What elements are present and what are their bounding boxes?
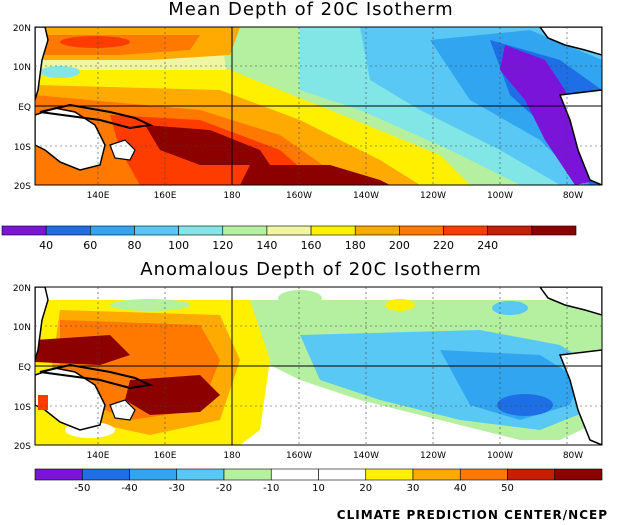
colorbar-label: 60	[83, 239, 97, 252]
lat-label: 10S	[14, 403, 31, 413]
colorbar-swatch	[81, 468, 130, 481]
colorbar-label: 200	[389, 239, 410, 252]
lat-label: 10N	[13, 323, 31, 333]
colorbar-swatch	[34, 468, 83, 481]
lon-label: 100W	[487, 451, 513, 461]
lon-label: 160E	[154, 451, 177, 461]
lon-label: 100W	[487, 191, 513, 201]
colorbar-label: 50	[501, 483, 514, 494]
lon-label: 140E	[87, 191, 110, 201]
lon-label: 80W	[563, 451, 583, 461]
colorbar-swatch	[318, 468, 367, 481]
colorbar-swatch	[365, 468, 414, 481]
colorbar-label: -30	[169, 483, 185, 494]
mean-colorbar	[1, 225, 577, 236]
mean-map-frame	[34, 26, 603, 186]
colorbar-swatch	[354, 225, 400, 236]
colorbar-label: 20	[359, 483, 372, 494]
colorbar-swatch	[554, 468, 603, 481]
colorbar-label: 240	[477, 239, 498, 252]
anomaly-colorbar	[34, 468, 603, 481]
colorbar-swatch	[134, 225, 179, 236]
colorbar-swatch	[176, 468, 225, 481]
lon-label: 80W	[563, 191, 583, 201]
colorbar-swatch	[222, 225, 268, 236]
colorbar-label: 40	[39, 239, 53, 252]
lat-label: 20S	[14, 442, 31, 452]
lon-label: 180	[223, 451, 240, 461]
lon-label: 160W	[286, 451, 312, 461]
anomaly-lat-labels: 20N 10N EQ 10S 20S	[13, 284, 31, 452]
lat-label: EQ	[18, 103, 31, 113]
colorbar-label: 220	[433, 239, 454, 252]
anomaly-map-frame	[34, 286, 603, 446]
colorbar-label: 100	[168, 239, 189, 252]
lon-label: 140W	[353, 191, 379, 201]
colorbar-swatch	[266, 225, 312, 236]
lon-label: 160W	[286, 191, 312, 201]
colorbar-swatch	[310, 225, 356, 236]
colorbar-label: -40	[121, 483, 137, 494]
colorbar-swatch	[412, 468, 461, 481]
lon-label: 180	[223, 191, 240, 201]
colorbar-label: -20	[216, 483, 232, 494]
colorbar-swatch	[1, 225, 47, 236]
colorbar-swatch	[459, 468, 508, 481]
anomaly-colorbar-labels: -50 -40 -30 -20 -10 10 20 30 40 50	[74, 483, 514, 494]
panel-title-anomaly: Anomalous Depth of 20C Isotherm	[140, 259, 482, 280]
lat-label: EQ	[18, 363, 31, 373]
footer-credit: CLIMATE PREDICTION CENTER/NCEP	[336, 508, 608, 522]
lat-label: 20S	[14, 182, 31, 192]
lat-label: 20N	[13, 284, 31, 294]
lon-label: 120W	[420, 191, 446, 201]
colorbar-label: -50	[74, 483, 90, 494]
colorbar-swatch	[270, 468, 319, 481]
colorbar-label: 30	[407, 483, 420, 494]
lon-label: 120W	[420, 451, 446, 461]
colorbar-swatch	[129, 468, 178, 481]
colorbar-label: 140	[256, 239, 277, 252]
lon-label: 140W	[353, 451, 379, 461]
colorbar-swatch	[507, 468, 556, 481]
anomaly-lon-labels: 140E 160E 180 160W 140W 120W 100W 80W	[87, 451, 584, 461]
colorbar-label: 10	[312, 483, 325, 494]
mean-lon-labels: 140E 160E 180 160W 140W 120W 100W 80W	[87, 191, 584, 201]
colorbar-label: 160	[301, 239, 322, 252]
lat-label: 10S	[14, 143, 31, 153]
colorbar-swatch	[223, 468, 272, 481]
lon-label: 160E	[154, 191, 177, 201]
colorbar-swatch	[443, 225, 488, 236]
colorbar-swatch	[399, 225, 444, 236]
colorbar-swatch	[90, 225, 135, 236]
colorbar-label: 180	[345, 239, 366, 252]
colorbar-swatch	[45, 225, 91, 236]
mean-depth-map	[35, 27, 602, 185]
mean-lat-labels: 20N 10N EQ 10S 20S	[13, 24, 31, 192]
colorbar-swatch	[531, 225, 577, 236]
mean-colorbar-labels: 40 60 80 100 120 140 160 180 200 220 240	[39, 239, 498, 252]
lon-label: 140E	[87, 451, 110, 461]
colorbar-label: 120	[212, 239, 233, 252]
colorbar-swatch	[178, 225, 224, 236]
panel-title-mean: Mean Depth of 20C Isotherm	[168, 0, 454, 20]
colorbar-swatch	[487, 225, 533, 236]
lat-label: 10N	[13, 63, 31, 73]
colorbar-label: 80	[127, 239, 141, 252]
lat-label: 20N	[13, 24, 31, 34]
colorbar-label: 40	[454, 483, 467, 494]
colorbar-label: -10	[263, 483, 279, 494]
